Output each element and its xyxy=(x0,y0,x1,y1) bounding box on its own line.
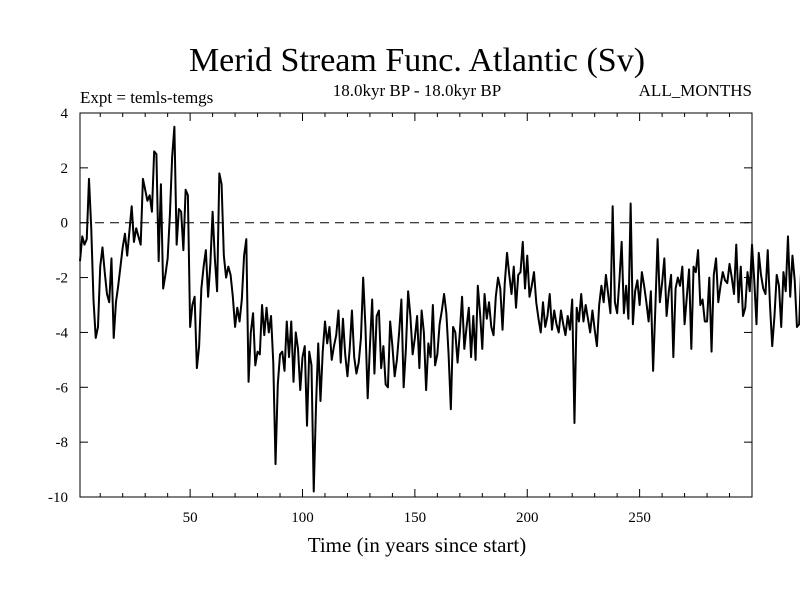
y-tick-label: -10 xyxy=(48,490,68,506)
y-tick-label: -6 xyxy=(56,380,69,396)
chart-subtitle-left: Expt = temls-temgs xyxy=(80,88,213,107)
chart-title: Merid Stream Func. Atlantic (Sv) xyxy=(189,42,645,79)
x-tick-label: 150 xyxy=(404,510,427,526)
chart-subtitle-right: ALL_MONTHS xyxy=(639,81,752,100)
x-axis-label: Time (in years since start) xyxy=(308,533,527,557)
x-tick-label: 200 xyxy=(516,510,539,526)
x-tick-label: 50 xyxy=(183,510,198,526)
chart-subtitle-center: 18.0kyr BP - 18.0kyr BP xyxy=(333,81,501,100)
y-tick-label: -2 xyxy=(56,271,69,287)
y-tick-label: 4 xyxy=(61,106,69,122)
series-line xyxy=(79,125,800,493)
x-tick-label: 100 xyxy=(291,510,314,526)
x-tick-label: 250 xyxy=(628,510,651,526)
y-tick-label: 0 xyxy=(61,216,69,232)
y-tick-label: 2 xyxy=(61,161,69,177)
plot-frame xyxy=(79,112,753,498)
y-tick-label: -8 xyxy=(56,435,69,451)
y-tick-label: -4 xyxy=(56,325,69,341)
x-axis: 50 100 150 200 250 xyxy=(99,113,731,526)
